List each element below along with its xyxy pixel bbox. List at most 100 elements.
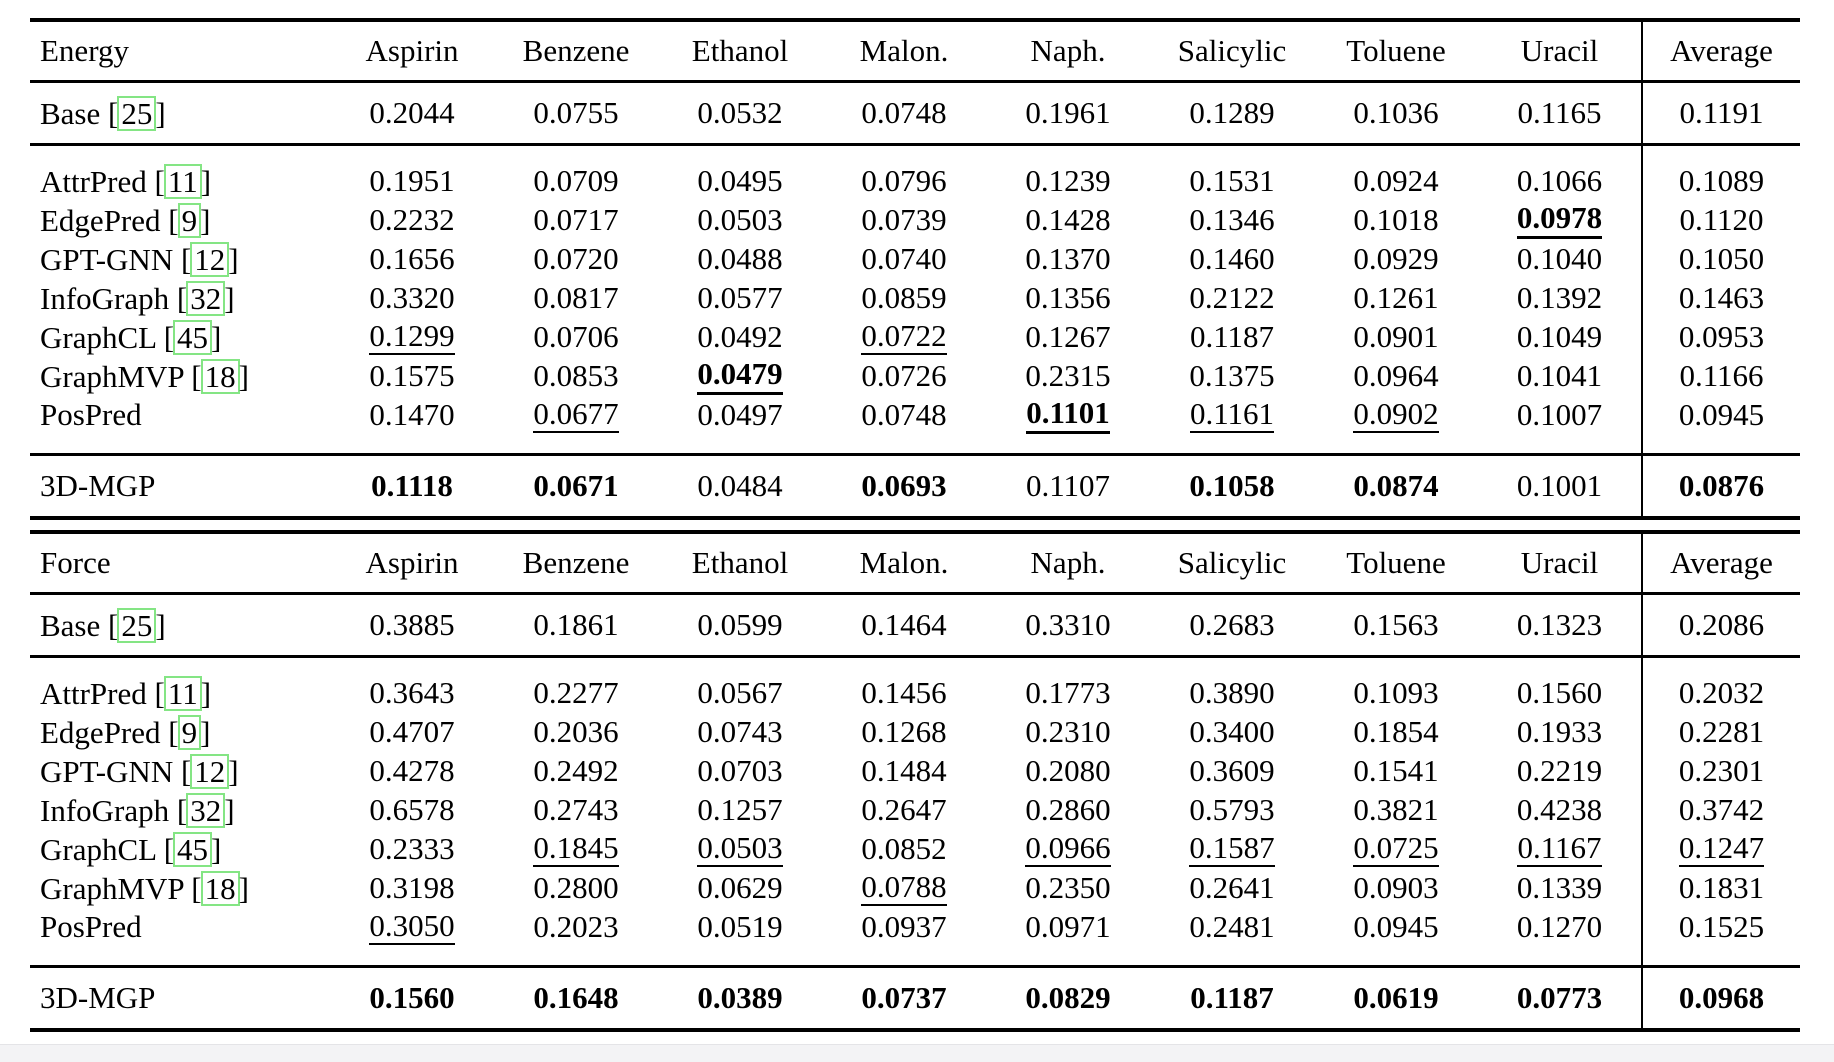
value-force: 0.1257 bbox=[697, 792, 783, 828]
value-energy: 0.1040 bbox=[1516, 241, 1603, 277]
table-row-edgepred: EdgePred [9] 0.4707 0.2036 0.0743 0.1268 0.23… bbox=[30, 713, 1800, 752]
value-energy: 0.0817 bbox=[533, 280, 619, 316]
value-cell: 0.6578 bbox=[330, 791, 494, 830]
value-force: 0.2333 bbox=[369, 831, 455, 867]
table-row-infograph: InfoGraph [32] 0.3320 0.0817 0.0577 0.0859 0.… bbox=[30, 279, 1800, 318]
citation-link[interactable]: 32 bbox=[186, 793, 226, 828]
row-label-cell: PosPred bbox=[30, 908, 330, 967]
value-cell: 0.0693 bbox=[822, 455, 986, 519]
value-force: 0.0966 bbox=[1025, 831, 1111, 868]
citation-link[interactable]: 12 bbox=[190, 242, 230, 277]
value-energy: 0.1089 bbox=[1678, 163, 1765, 199]
citation-link[interactable]: 45 bbox=[173, 832, 213, 867]
value-force: 0.3609 bbox=[1189, 753, 1275, 789]
value-cell: 0.1093 bbox=[1314, 657, 1478, 714]
value-force: 0.1247 bbox=[1678, 831, 1765, 868]
value-cell: 0.1268 bbox=[822, 713, 986, 752]
value-energy: 0.1036 bbox=[1353, 94, 1439, 130]
value-cell: 0.4278 bbox=[330, 752, 494, 791]
value-cell: 0.0901 bbox=[1314, 318, 1478, 357]
method-label: AttrPred bbox=[40, 676, 147, 711]
value-cell: 0.1370 bbox=[986, 240, 1150, 279]
energy-results-table: Energy Aspirin Benzene Ethanol Malon. Naph. Sa… bbox=[30, 18, 1800, 520]
value-cell: 0.0971 bbox=[986, 908, 1150, 967]
value-force: 0.3400 bbox=[1189, 714, 1275, 750]
value-cell: 0.3885 bbox=[330, 594, 494, 657]
value-cell: 0.1541 bbox=[1314, 752, 1478, 791]
value-force: 0.2219 bbox=[1516, 753, 1603, 789]
value-cell: 0.1392 bbox=[1478, 279, 1642, 318]
column-header-salicylic: Salicylic bbox=[1177, 544, 1287, 580]
value-cell: 0.1460 bbox=[1150, 240, 1314, 279]
value-cell: 0.0619 bbox=[1314, 967, 1478, 1031]
citation-link[interactable]: 12 bbox=[190, 754, 230, 789]
value-energy: 0.0671 bbox=[533, 467, 619, 503]
value-cell: 0.1560 bbox=[1478, 657, 1642, 714]
citation-link[interactable]: 11 bbox=[163, 164, 202, 199]
value-cell: 0.3821 bbox=[1314, 791, 1478, 830]
citation-link[interactable]: 9 bbox=[177, 203, 202, 238]
value-energy: 0.1961 bbox=[1025, 94, 1111, 130]
value-force: 0.1560 bbox=[369, 979, 455, 1015]
row-label-cell: GraphCL [45] bbox=[40, 320, 222, 355]
value-energy: 0.1239 bbox=[1025, 163, 1111, 199]
value-energy: 0.0739 bbox=[861, 202, 947, 238]
citation-link[interactable]: 18 bbox=[200, 359, 240, 394]
value-force: 0.3198 bbox=[369, 870, 455, 906]
value-energy: 0.0532 bbox=[697, 94, 783, 130]
column-header-benzene: Benzene bbox=[522, 544, 630, 580]
table-row-gpt-gnn: GPT-GNN [12] 0.4278 0.2492 0.0703 0.1484 0.20… bbox=[30, 752, 1800, 791]
citation-link[interactable]: 18 bbox=[200, 871, 240, 906]
row-label-cell: PosPred bbox=[30, 396, 330, 455]
table-row-pospred: PosPred 0.3050 0.2023 0.0519 0.0937 0.0971 0.2… bbox=[30, 908, 1800, 967]
value-force: 0.0937 bbox=[861, 909, 947, 945]
value-cell: 0.1575 bbox=[330, 357, 494, 396]
value-force: 0.0968 bbox=[1678, 979, 1765, 1015]
citation-link[interactable]: 25 bbox=[117, 607, 157, 643]
value-energy: 0.1463 bbox=[1678, 280, 1765, 316]
value-cell: 0.1656 bbox=[330, 240, 494, 279]
row-label-cell: AttrPred [11] bbox=[40, 676, 212, 711]
value-cell: 0.2277 bbox=[494, 657, 658, 714]
value-energy: 0.0577 bbox=[697, 280, 783, 316]
value-cell: 0.1773 bbox=[986, 657, 1150, 714]
value-cell: 0.2641 bbox=[1150, 869, 1314, 908]
value-force: 0.2683 bbox=[1189, 606, 1275, 642]
value-cell: 0.1933 bbox=[1478, 713, 1642, 752]
value-force: 0.3742 bbox=[1678, 792, 1765, 828]
value-cell: 0.1470 bbox=[330, 396, 494, 455]
value-force: 0.0567 bbox=[697, 675, 783, 711]
section-title: Force bbox=[40, 544, 111, 580]
value-energy: 0.0693 bbox=[861, 467, 947, 503]
citation-link[interactable]: 9 bbox=[177, 715, 202, 750]
value-energy: 0.0722 bbox=[861, 319, 947, 356]
column-header-aspirin: Aspirin bbox=[365, 544, 459, 580]
row-label-cell: InfoGraph [32] bbox=[40, 793, 235, 828]
value-energy: 0.1165 bbox=[1517, 94, 1602, 130]
value-cell: 0.3643 bbox=[330, 657, 494, 714]
value-force: 0.2032 bbox=[1678, 675, 1765, 711]
value-cell: 0.2743 bbox=[494, 791, 658, 830]
value-cell: 0.1247 bbox=[1641, 830, 1800, 869]
value-cell: 0.1356 bbox=[986, 279, 1150, 318]
method-label: AttrPred bbox=[40, 164, 147, 199]
value-cell: 0.0677 bbox=[494, 396, 658, 455]
citation-link[interactable]: 11 bbox=[163, 676, 202, 711]
value-cell: 0.0953 bbox=[1641, 318, 1800, 357]
value-cell: 0.2086 bbox=[1641, 593, 1800, 657]
table-row-attrpred: AttrPred [11] 0.3643 0.2277 0.0567 0.1456 0.1… bbox=[30, 656, 1800, 714]
value-cell: 0.1191 bbox=[1641, 81, 1800, 145]
citation-link[interactable]: 25 bbox=[117, 95, 157, 131]
value-force: 0.1525 bbox=[1678, 909, 1765, 945]
value-cell: 0.0740 bbox=[822, 240, 986, 279]
value-cell: 0.0484 bbox=[658, 455, 822, 519]
value-force: 0.0503 bbox=[697, 831, 783, 868]
citation-link[interactable]: 45 bbox=[173, 320, 213, 355]
value-energy: 0.0901 bbox=[1353, 319, 1439, 355]
value-force: 0.1563 bbox=[1353, 606, 1439, 642]
value-cell: 0.2333 bbox=[330, 830, 494, 869]
value-force: 0.2277 bbox=[533, 675, 619, 711]
value-energy: 0.1575 bbox=[369, 358, 455, 394]
value-cell: 0.1428 bbox=[986, 201, 1150, 240]
citation-link[interactable]: 32 bbox=[186, 281, 226, 316]
